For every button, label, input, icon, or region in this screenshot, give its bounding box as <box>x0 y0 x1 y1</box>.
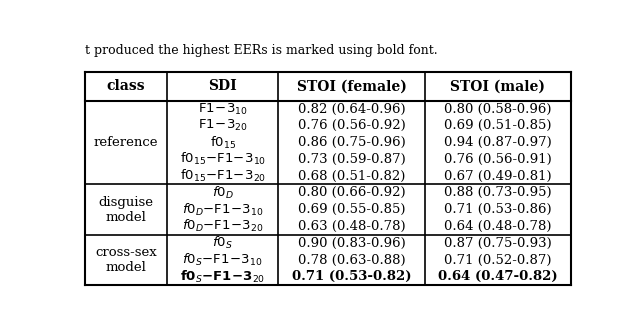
Text: $f0_{S}\mathrm{-F1\!-\!3}_{10}$: $f0_{S}\mathrm{-F1\!-\!3}_{10}$ <box>182 252 263 268</box>
Text: STOI (female): STOI (female) <box>296 79 406 93</box>
Text: 0.69 (0.51-0.85): 0.69 (0.51-0.85) <box>444 119 552 132</box>
Text: 0.82 (0.64-0.96): 0.82 (0.64-0.96) <box>298 102 405 115</box>
Text: 0.94 (0.87-0.97): 0.94 (0.87-0.97) <box>444 136 552 149</box>
Text: 0.80 (0.58-0.96): 0.80 (0.58-0.96) <box>444 102 552 115</box>
Text: t produced the highest EERs is marked using bold font.: t produced the highest EERs is marked us… <box>85 44 438 57</box>
Text: class: class <box>107 79 145 93</box>
Text: $\mathrm{f0}_{15}\mathrm{-F1\!-\!3}_{10}$: $\mathrm{f0}_{15}\mathrm{-F1\!-\!3}_{10}… <box>179 151 266 167</box>
Text: 0.71 (0.53-0.86): 0.71 (0.53-0.86) <box>444 203 552 216</box>
Text: 0.90 (0.83-0.96): 0.90 (0.83-0.96) <box>298 237 405 250</box>
Text: 0.69 (0.55-0.85): 0.69 (0.55-0.85) <box>298 203 405 216</box>
Text: 0.63 (0.48-0.78): 0.63 (0.48-0.78) <box>298 220 405 233</box>
Text: $\mathrm{F1\!-\!3}_{10}$: $\mathrm{F1\!-\!3}_{10}$ <box>198 101 248 117</box>
Text: $f0_{D}\mathrm{-F1\!-\!3}_{20}$: $f0_{D}\mathrm{-F1\!-\!3}_{20}$ <box>182 218 264 234</box>
Text: $f0_{D}$: $f0_{D}$ <box>212 185 234 201</box>
Text: 0.78 (0.63-0.88): 0.78 (0.63-0.88) <box>298 253 405 266</box>
Text: SDI: SDI <box>208 79 237 93</box>
Text: 0.88 (0.73-0.95): 0.88 (0.73-0.95) <box>444 186 552 200</box>
Text: cross-sex
model: cross-sex model <box>95 246 157 274</box>
Text: 0.67 (0.49-0.81): 0.67 (0.49-0.81) <box>444 170 552 183</box>
Text: 0.64 (0.48-0.78): 0.64 (0.48-0.78) <box>444 220 552 233</box>
Text: 0.71 (0.53-0.82): 0.71 (0.53-0.82) <box>292 270 412 283</box>
Text: $f0_{S}$: $f0_{S}$ <box>212 235 233 251</box>
Text: $\mathrm{F1\!-\!3}_{20}$: $\mathrm{F1\!-\!3}_{20}$ <box>198 118 248 133</box>
Text: 0.73 (0.59-0.87): 0.73 (0.59-0.87) <box>298 153 405 166</box>
Text: $f0_{D}\mathrm{-F1\!-\!3}_{10}$: $f0_{D}\mathrm{-F1\!-\!3}_{10}$ <box>182 201 264 218</box>
Text: 0.76 (0.56-0.92): 0.76 (0.56-0.92) <box>298 119 405 132</box>
Text: 0.86 (0.75-0.96): 0.86 (0.75-0.96) <box>298 136 405 149</box>
Text: 0.64 (0.47-0.82): 0.64 (0.47-0.82) <box>438 270 557 283</box>
Text: reference: reference <box>93 136 158 149</box>
Text: 0.76 (0.56-0.91): 0.76 (0.56-0.91) <box>444 153 552 166</box>
Text: $\mathrm{f0}_{15}\mathrm{-F1\!-\!3}_{20}$: $\mathrm{f0}_{15}\mathrm{-F1\!-\!3}_{20}… <box>179 168 266 184</box>
Text: $\mathrm{f0}_{15}$: $\mathrm{f0}_{15}$ <box>209 135 236 151</box>
Text: STOI (male): STOI (male) <box>451 79 545 93</box>
Text: 0.80 (0.66-0.92): 0.80 (0.66-0.92) <box>298 186 405 200</box>
Text: 0.68 (0.51-0.82): 0.68 (0.51-0.82) <box>298 170 405 183</box>
Text: 0.87 (0.75-0.93): 0.87 (0.75-0.93) <box>444 237 552 250</box>
Text: $\mathbf{f0}_{S}\mathbf{-F1\!-\!3}_{20}$: $\mathbf{f0}_{S}\mathbf{-F1\!-\!3}_{20}$ <box>180 269 265 285</box>
Text: 0.71 (0.52-0.87): 0.71 (0.52-0.87) <box>444 253 552 266</box>
Text: disguise
model: disguise model <box>99 196 154 224</box>
